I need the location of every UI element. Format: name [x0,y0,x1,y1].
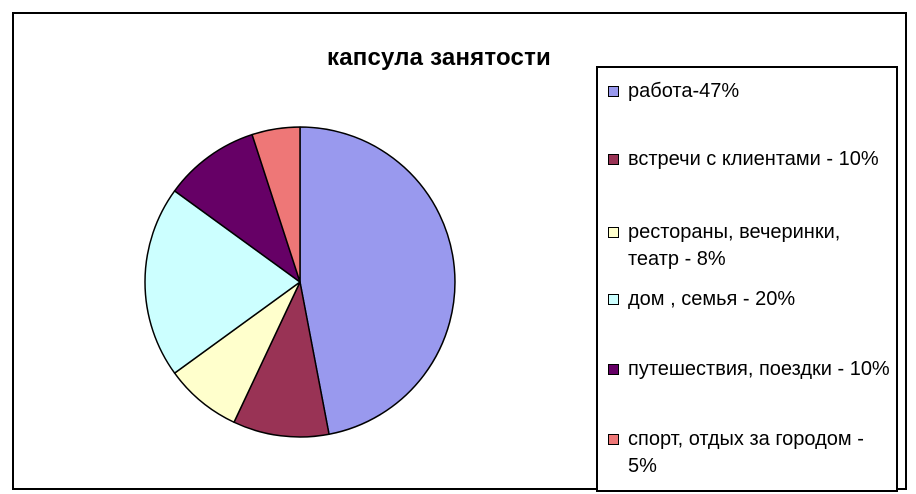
legend-swatch-clients [608,154,619,165]
legend-label-clients: встречи с клиентами - 10% [628,148,879,170]
chart-title: капсула занятости [327,44,551,71]
pie-slice-travel [173,133,301,283]
legend-item-restaurants: рестораны, вечеринки, театр - 8% [608,219,894,273]
legend-item-sport: спорт, отдых за городом - 5% [608,426,894,480]
legend-swatch-restaurants [608,227,619,238]
legend-label-travel: путешествия, поездки - 10% [628,358,890,380]
pie-slice-sport [251,126,301,283]
legend-item-travel: путешествия, поездки - 10% [608,356,894,383]
legend-item-home: дом , семья - 20% [608,286,894,313]
legend-label-sport: спорт, отдых за городом - 5% [628,428,864,477]
legend-swatch-work [608,86,619,97]
pie-slice-home [144,190,301,374]
legend: работа-47% встречи с клиентами - 10% рес… [596,66,898,492]
legend-label-restaurants: рестораны, вечеринки, театр - 8% [628,221,841,270]
legend-label-work: работа-47% [628,80,740,102]
pie-slice-clients [233,281,330,438]
pie-slice-work [299,126,456,435]
legend-swatch-travel [608,364,619,375]
legend-swatch-sport [608,434,619,445]
legend-label-home: дом , семья - 20% [628,288,796,310]
legend-item-work: работа-47% [608,78,894,105]
legend-item-clients: встречи с клиентами - 10% [608,146,894,173]
legend-swatch-home [608,294,619,305]
